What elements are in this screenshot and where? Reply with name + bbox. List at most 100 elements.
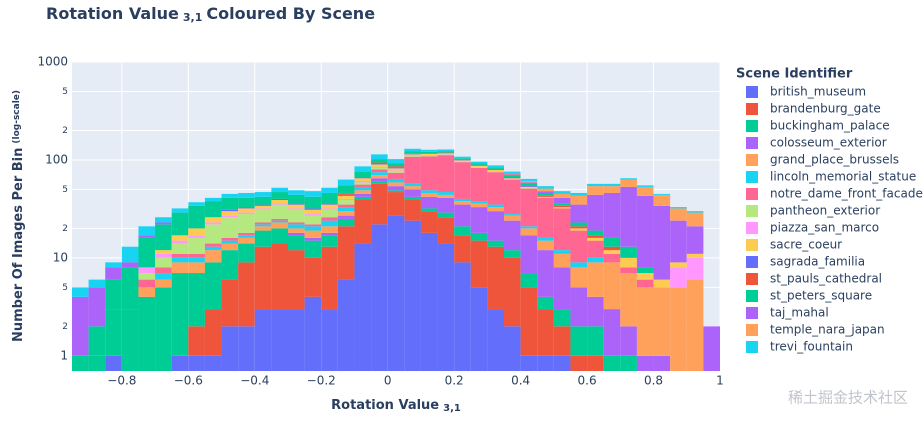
bar-segment bbox=[304, 240, 322, 258]
bar-segment bbox=[537, 250, 554, 297]
bar-segment bbox=[437, 155, 455, 193]
bar-segment bbox=[420, 190, 438, 193]
bar-segment bbox=[504, 175, 521, 177]
bar-segment bbox=[670, 262, 687, 268]
bar-segment bbox=[686, 279, 704, 371]
y-tick-label: 2 bbox=[62, 126, 68, 136]
bar-segment bbox=[454, 226, 471, 236]
bar-segment bbox=[188, 355, 205, 371]
bar-segment bbox=[404, 153, 421, 155]
bar-segment bbox=[537, 309, 554, 356]
bar-segment bbox=[537, 197, 554, 238]
bar-segment bbox=[520, 226, 538, 229]
bar-segment bbox=[188, 202, 205, 206]
bar-segment bbox=[321, 203, 338, 205]
legend-swatch bbox=[746, 256, 758, 268]
legend-swatch bbox=[746, 307, 758, 319]
bar-segment bbox=[238, 326, 255, 371]
bar-segment bbox=[520, 178, 538, 181]
bar-segment bbox=[437, 243, 455, 371]
bar-segment bbox=[121, 267, 139, 310]
bar-segment bbox=[354, 193, 372, 197]
bar-segment bbox=[254, 230, 272, 247]
bar-segment bbox=[587, 296, 604, 327]
y-tick-label: 1 bbox=[60, 348, 68, 362]
bar-segment bbox=[304, 191, 322, 197]
bar-segment bbox=[587, 237, 604, 241]
bar-segment bbox=[238, 237, 255, 244]
bar-segment bbox=[72, 296, 89, 356]
bar-segment bbox=[470, 167, 488, 202]
bar-segment bbox=[271, 199, 288, 204]
legend-swatch bbox=[746, 137, 758, 149]
bar-segment bbox=[254, 208, 272, 210]
bar-segment bbox=[171, 253, 189, 258]
bar-segment bbox=[553, 309, 571, 327]
bar-segment bbox=[487, 171, 504, 173]
bar-segment bbox=[238, 262, 255, 327]
bar-segment bbox=[387, 190, 405, 193]
bar-segment bbox=[371, 159, 388, 163]
bar-segment bbox=[171, 273, 189, 356]
legend-label: st_peters_square bbox=[770, 289, 872, 303]
bar-segment bbox=[686, 257, 704, 280]
bar-segment bbox=[254, 246, 272, 310]
bar-segment bbox=[371, 224, 388, 371]
y-tick-label: 5 bbox=[62, 283, 68, 293]
bar-segment bbox=[686, 226, 704, 254]
bar-segment bbox=[636, 279, 654, 288]
bar-segment bbox=[404, 151, 421, 154]
bar-segment bbox=[354, 243, 372, 371]
bar-segment bbox=[387, 170, 405, 172]
bar-segment bbox=[188, 326, 205, 356]
bar-segment bbox=[603, 309, 621, 356]
bar-segment bbox=[271, 309, 288, 371]
bar-segment bbox=[138, 235, 156, 238]
bar-segment bbox=[470, 232, 488, 241]
legend-swatch bbox=[746, 120, 758, 132]
bars bbox=[72, 148, 720, 371]
bar-segment bbox=[354, 180, 372, 183]
bar-segment bbox=[337, 193, 355, 195]
bar-segment bbox=[703, 326, 720, 371]
bar-segment bbox=[288, 203, 305, 205]
x-tick-label: −0.2 bbox=[307, 374, 336, 388]
bar-segment bbox=[404, 148, 421, 152]
bar-segment bbox=[321, 235, 338, 247]
legend-swatch bbox=[746, 205, 758, 217]
bar-segment bbox=[354, 166, 372, 172]
y-tick-label: 2 bbox=[62, 224, 68, 234]
bar-segment bbox=[188, 235, 205, 238]
bar-segment bbox=[470, 287, 488, 371]
bar-segment bbox=[188, 205, 205, 229]
bar-segment bbox=[254, 209, 272, 223]
bar-segment bbox=[570, 226, 588, 229]
bar-segment bbox=[570, 192, 588, 196]
bar-segment bbox=[537, 296, 554, 310]
bar-segment bbox=[288, 209, 305, 223]
bar-segment bbox=[221, 250, 239, 280]
bar-segment bbox=[371, 181, 388, 184]
bar-segment bbox=[537, 188, 554, 192]
bar-segment bbox=[520, 187, 538, 189]
bar-segment bbox=[470, 201, 488, 204]
bar-segment bbox=[420, 156, 438, 191]
bar-segment bbox=[470, 165, 488, 167]
bar-segment bbox=[371, 167, 388, 170]
bar-segment bbox=[321, 208, 338, 210]
bar-segment bbox=[204, 217, 222, 223]
bar-segment bbox=[620, 273, 637, 327]
bar-segment bbox=[636, 287, 654, 356]
y-axis-title: Number Of Images Per Bin (log-scale) bbox=[11, 90, 26, 342]
bar-segment bbox=[321, 246, 338, 310]
bar-segment bbox=[670, 208, 687, 221]
bar-segment bbox=[404, 154, 421, 156]
bar-segment bbox=[337, 207, 355, 212]
bar-segment bbox=[670, 267, 687, 288]
bar-segment bbox=[420, 151, 438, 154]
bar-segment bbox=[254, 196, 272, 205]
bar-segment bbox=[686, 212, 704, 227]
bar-segment bbox=[670, 207, 687, 209]
bar-segment bbox=[520, 186, 538, 188]
x-tick-label: 1 bbox=[716, 374, 724, 388]
